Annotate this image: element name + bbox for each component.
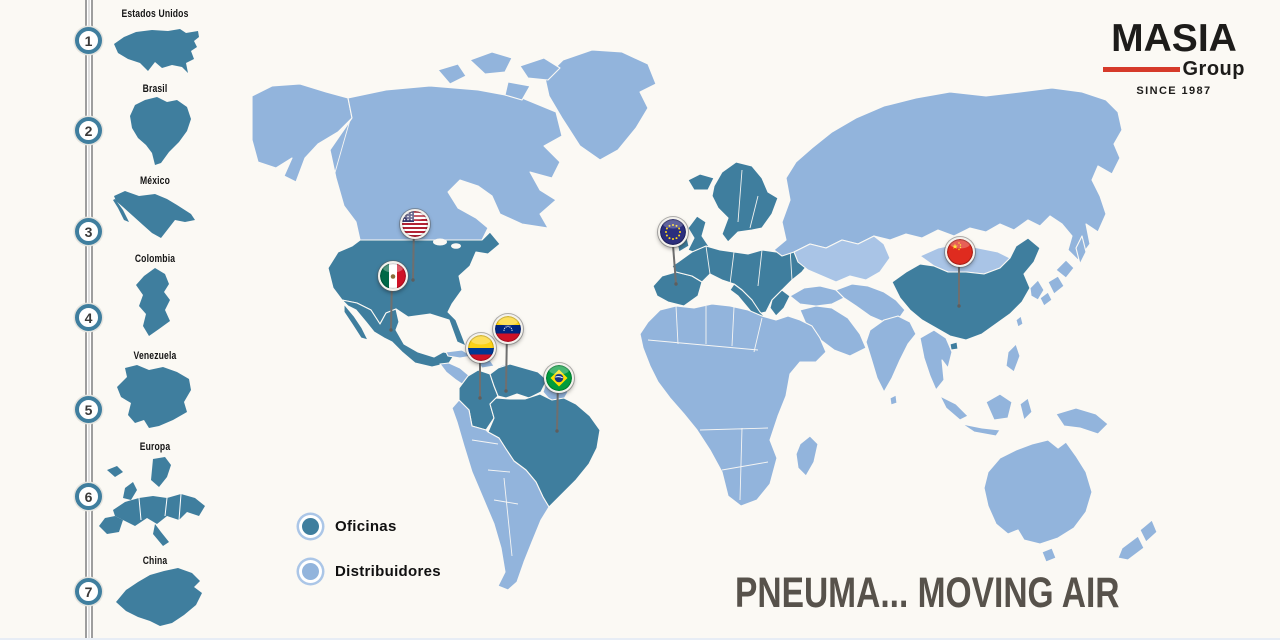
usa-flag-icon: [402, 211, 428, 237]
sidebar-label-estados-unidos: Estados Unidos: [121, 8, 189, 20]
iceland: [687, 173, 715, 191]
russia: [773, 87, 1123, 261]
sidebar-number-5: 5: [75, 396, 102, 423]
china-silhouette-icon: [116, 568, 202, 626]
europe-borders: [705, 245, 793, 287]
indochina: [919, 329, 953, 391]
taiwan: [1015, 315, 1024, 328]
tagline: PNEUMA... MOVING AIR: [735, 569, 1120, 617]
eu-flag-icon: [660, 219, 686, 245]
pin-usa: [400, 209, 430, 239]
bottom-edge-line: [0, 638, 1280, 640]
pin-europe: [658, 217, 688, 247]
new-zealand: [1117, 519, 1158, 561]
sidebar-number-1: 1: [75, 27, 102, 54]
philippines: [1005, 343, 1021, 373]
pin-brazil: [544, 363, 574, 393]
baja-california: [343, 303, 369, 341]
africa: [639, 303, 827, 507]
logo-row: Group: [1103, 58, 1245, 81]
madagascar: [795, 435, 819, 477]
number-7-text: 7: [84, 583, 93, 600]
scandinavia-border: [737, 169, 759, 229]
mexico-silhouette-icon: [113, 191, 195, 238]
offices-swatch-icon: [302, 517, 319, 535]
iberia: [652, 271, 703, 307]
country-china: [891, 237, 1041, 341]
number-5-text: 5: [84, 401, 93, 418]
country-greenland: [544, 49, 657, 161]
offices-label: Oficinas: [335, 517, 397, 535]
colombia-silhouette-icon: [136, 268, 170, 336]
brazil-flag-icon: [546, 365, 572, 391]
indonesia: [939, 393, 1033, 437]
sidebar-number-7: 7: [75, 578, 102, 605]
legend-distributors: Distribuidores: [296, 557, 441, 585]
number-2-text: 2: [84, 122, 93, 139]
distributors-swatch-icon: [302, 562, 319, 580]
sidebar-number-2: 2: [75, 117, 102, 144]
scandinavia: [711, 161, 779, 243]
country-usa: [327, 231, 501, 347]
logo-red-bar: [1103, 67, 1180, 73]
masia-group-logo: MASIA Group SINCE 1987: [1103, 17, 1245, 98]
mexico-flag-icon: [380, 263, 406, 289]
pin-colombia: [466, 333, 496, 363]
country-alaska: [251, 83, 353, 183]
india: [865, 315, 917, 393]
sidebar-number-4: 4: [75, 304, 102, 331]
pin-china: [945, 237, 975, 267]
new-guinea: [1055, 407, 1109, 435]
sidebar-number-3: 3: [75, 218, 102, 245]
great-lakes: [433, 238, 447, 246]
turkey: [789, 285, 845, 307]
kazakhstan: [793, 235, 891, 283]
sri-lanka: [889, 394, 898, 406]
great-lakes-2: [451, 243, 461, 249]
sakhalin: [1075, 235, 1087, 265]
alaska-canada-border: [333, 119, 351, 177]
sidebar-label-venezuela: Venezuela: [133, 350, 177, 362]
colombia-flag-icon: [468, 335, 494, 361]
sidebar-label-mexico: México: [139, 175, 171, 187]
iran-afghan: [835, 283, 906, 323]
usa-silhouette-icon: [114, 29, 199, 73]
number-1-text: 1: [84, 32, 93, 49]
sidebar-label-europa: Europa: [139, 441, 171, 453]
korea: [1029, 279, 1045, 301]
logo-brand-name: MASIA: [1111, 17, 1237, 60]
venezuela-silhouette-icon: [117, 365, 191, 428]
number-6-text: 6: [84, 488, 93, 505]
brazil-silhouette-icon: [130, 97, 191, 165]
legend: Oficinas Distribuidores: [296, 512, 441, 585]
number-4-text: 4: [84, 309, 93, 326]
arctic-islands: [437, 51, 561, 101]
sidebar-label-colombia: Colombia: [134, 253, 176, 265]
logo-group-text: Group: [1182, 58, 1245, 81]
distributors-label: Distribuidores: [335, 562, 441, 580]
japan: [1039, 259, 1075, 307]
country-canada: [329, 85, 563, 241]
venezuela-flag-icon: [495, 316, 521, 342]
sa-borders: [471, 439, 519, 557]
logo-since-text: SINCE 1987: [1136, 85, 1212, 98]
legend-offices: Oficinas: [296, 512, 441, 540]
china-flag-icon: [947, 239, 973, 265]
sidebar-number-6: 6: [75, 483, 102, 510]
country-venezuela: [489, 363, 548, 399]
tasmania: [1041, 547, 1057, 563]
pin-mexico: [378, 261, 408, 291]
sidebar-label-brasil: Brasil: [142, 83, 168, 95]
pin-venezuela: [493, 314, 523, 344]
south-america-west: [451, 399, 550, 591]
africa-borders: [647, 305, 769, 501]
greece: [769, 289, 791, 317]
europe-silhouette-icon: [99, 457, 205, 546]
australia: [983, 439, 1093, 545]
sidebar-label-china: China: [142, 555, 168, 567]
number-3-text: 3: [84, 223, 93, 240]
